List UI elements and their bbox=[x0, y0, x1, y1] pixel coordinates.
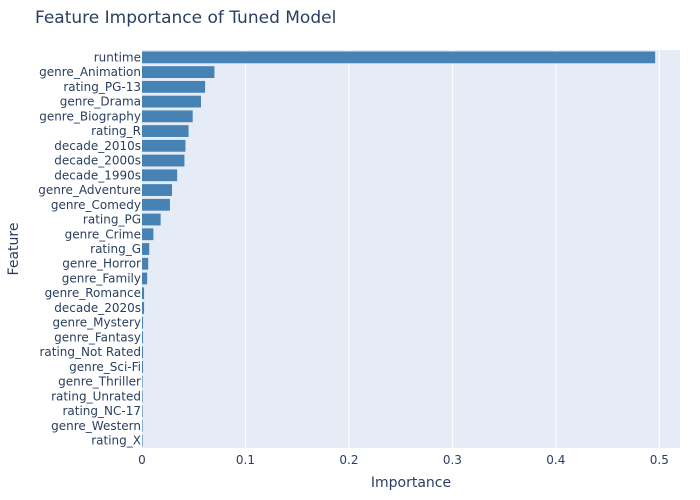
bar-genre-fantasy bbox=[142, 331, 144, 344]
bar-rating-pg bbox=[142, 213, 161, 226]
y-tick-label: genre_Comedy bbox=[51, 198, 141, 212]
x-axis-title: Importance bbox=[371, 475, 451, 491]
bar-rating-unrated bbox=[142, 390, 143, 403]
x-tick-label: 0.2 bbox=[339, 453, 358, 467]
y-tick-label: rating_R bbox=[91, 124, 141, 138]
bar-genre-thriller bbox=[142, 375, 143, 388]
y-tick-label: genre_Drama bbox=[60, 95, 141, 109]
y-tick-label: genre_Crime bbox=[65, 227, 141, 241]
bar-decade-2000s bbox=[142, 154, 185, 167]
y-tick-label: genre_Horror bbox=[62, 257, 141, 271]
bar-genre-romance bbox=[142, 287, 145, 300]
bar-genre-comedy bbox=[142, 198, 170, 211]
y-tick-label: runtime bbox=[94, 50, 141, 64]
bar-genre-animation bbox=[142, 66, 215, 79]
x-tick-label: 0.4 bbox=[546, 453, 565, 467]
gridlines bbox=[244, 50, 660, 448]
y-tick-label: genre_Mystery bbox=[53, 316, 142, 330]
x-tick-labels: 0 0.1 0.2 0.3 0.4 0.5 bbox=[138, 453, 669, 467]
plot-area bbox=[142, 50, 680, 448]
bar-genre-drama bbox=[142, 95, 201, 108]
y-tick-label: genre_Biography bbox=[39, 109, 141, 123]
bar-genre-sci-fi bbox=[142, 361, 144, 373]
bar-rating-nc-17 bbox=[142, 405, 143, 418]
bars bbox=[142, 51, 656, 447]
x-tick-label: 0.1 bbox=[236, 453, 255, 467]
y-tick-label: genre_Thriller bbox=[58, 375, 141, 389]
y-tick-label: genre_Adventure bbox=[38, 183, 141, 197]
x-tick-label: 0 bbox=[138, 453, 146, 467]
bar-decade-1990s bbox=[142, 169, 178, 182]
y-tick-label: genre_Animation bbox=[39, 65, 141, 79]
y-tick-label: decade_1990s bbox=[54, 168, 141, 182]
bar-genre-family bbox=[142, 272, 148, 285]
y-tick-label: rating_PG-13 bbox=[63, 80, 141, 94]
bar-genre-adventure bbox=[142, 184, 173, 196]
y-axis-title: Feature bbox=[6, 223, 22, 276]
bar-rating-pg-13 bbox=[142, 80, 206, 93]
y-tick-label: genre_Sci-Fi bbox=[69, 360, 141, 374]
y-tick-label: genre_Family bbox=[62, 271, 141, 285]
y-tick-label: decade_2000s bbox=[54, 154, 141, 168]
y-tick-labels: runtimegenre_Animationrating_PG-13genre_… bbox=[38, 50, 141, 447]
bar-rating-g bbox=[142, 243, 150, 255]
y-tick-label: rating_PG bbox=[83, 213, 141, 227]
bar-genre-crime bbox=[142, 228, 154, 241]
bar-decade-2010s bbox=[142, 139, 186, 152]
bar-decade-2020s bbox=[142, 302, 145, 314]
y-tick-label: rating_G bbox=[90, 242, 141, 256]
bar-genre-horror bbox=[142, 257, 149, 270]
bar-genre-mystery bbox=[142, 316, 144, 329]
y-tick-label: rating_Unrated bbox=[51, 389, 141, 403]
y-tick-label: rating_NC-17 bbox=[62, 404, 141, 418]
bar-rating-r bbox=[142, 125, 189, 137]
bar-genre-western bbox=[142, 419, 143, 432]
y-tick-label: decade_2010s bbox=[54, 139, 141, 153]
bar-runtime bbox=[142, 51, 656, 64]
y-tick-label: rating_X bbox=[91, 434, 141, 448]
y-tick-label: decade_2020s bbox=[54, 301, 141, 315]
chart-title: Feature Importance of Tuned Model bbox=[35, 8, 337, 28]
x-tick-label: 0.5 bbox=[650, 453, 669, 467]
bar-rating-not-rated bbox=[142, 346, 144, 359]
y-tick-label: genre_Romance bbox=[45, 286, 141, 300]
y-tick-label: genre_Western bbox=[51, 419, 141, 433]
bar-rating-x bbox=[142, 434, 143, 447]
y-tick-label: genre_Fantasy bbox=[54, 330, 141, 344]
bar-genre-biography bbox=[142, 110, 193, 123]
x-tick-label: 0.3 bbox=[443, 453, 462, 467]
y-tick-label: rating_Not Rated bbox=[39, 345, 141, 359]
